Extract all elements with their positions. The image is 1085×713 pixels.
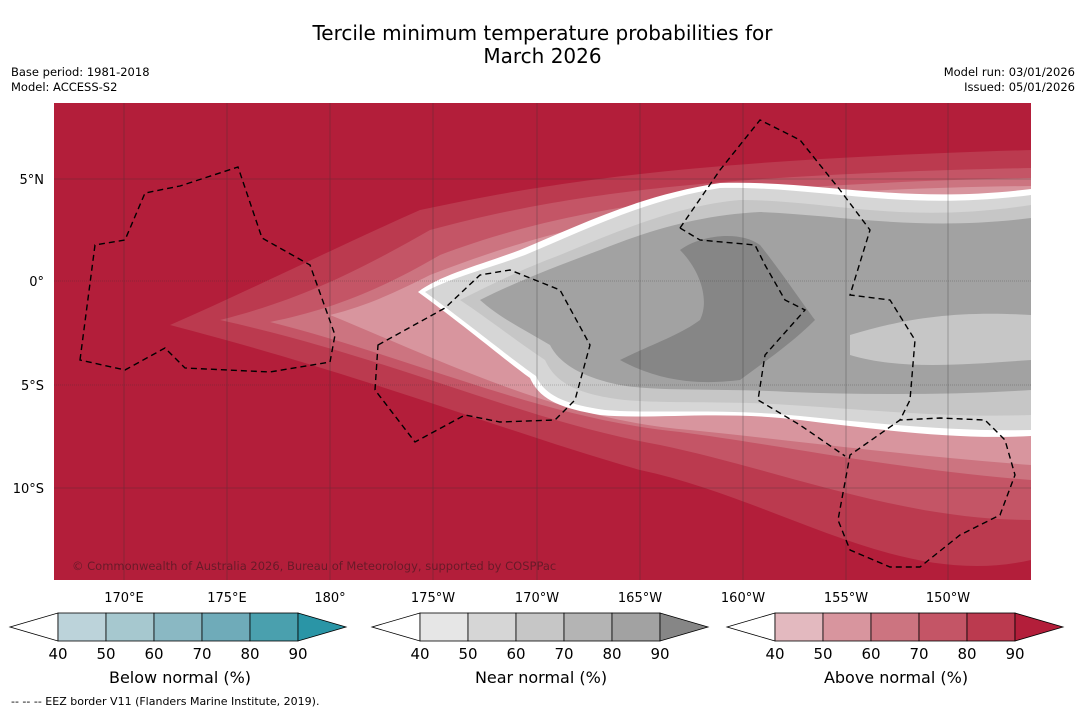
meta-left: Base period: 1981-2018 Model: ACCESS-S2 bbox=[11, 65, 150, 95]
colorbar-below-segment bbox=[249, 612, 299, 642]
title-line-2: March 2026 bbox=[483, 44, 602, 68]
colorbar-below-segment bbox=[153, 612, 203, 642]
eez-legend-note: -- -- -- EEZ border V11 (Flanders Marine… bbox=[11, 695, 320, 708]
colorbar-above-segment bbox=[966, 612, 1016, 642]
colorbar-below-segment bbox=[201, 612, 251, 642]
colorbar-near-tick: 40 bbox=[410, 645, 429, 663]
colorbar-above-tick: 70 bbox=[909, 645, 928, 663]
near-90-field bbox=[620, 235, 815, 383]
eez-borders bbox=[79, 119, 1016, 568]
colorbar-near-segment bbox=[515, 612, 565, 642]
colorbar-near-segment bbox=[467, 612, 517, 642]
lon-label: 170°E bbox=[104, 591, 144, 606]
colorbar-near-segment bbox=[563, 612, 613, 642]
lon-label: 155°W bbox=[824, 591, 868, 606]
lon-label: 165°W bbox=[618, 591, 662, 606]
colorbar-below-under-triangle bbox=[8, 612, 59, 642]
colorbar-above-segment bbox=[822, 612, 872, 642]
eez-border-west bbox=[79, 166, 336, 373]
colorbar-near-tick: 50 bbox=[458, 645, 477, 663]
colorbar-above-tick: 50 bbox=[813, 645, 832, 663]
colorbar-above-tick: 80 bbox=[957, 645, 976, 663]
map-area: © Commonwealth of Australia 2026, Bureau… bbox=[54, 103, 1031, 580]
colorbar-below-over-triangle bbox=[297, 612, 348, 642]
colorbar-near-over-triangle bbox=[659, 612, 710, 642]
colorbar-above-tick: 90 bbox=[1005, 645, 1024, 663]
colorbar-below-tick: 50 bbox=[96, 645, 115, 663]
colorbar-below-tick: 80 bbox=[240, 645, 259, 663]
lat-label: 5°N bbox=[20, 173, 45, 188]
colorbar-label-below: Below normal (%) bbox=[108, 668, 252, 687]
lon-label: 175°E bbox=[207, 591, 247, 606]
eez-border-inner bbox=[679, 227, 846, 457]
colorbar-above-tick: 40 bbox=[765, 645, 784, 663]
model-name: Model: ACCESS-S2 bbox=[11, 80, 118, 94]
base-period: Base period: 1981-2018 bbox=[11, 65, 150, 79]
lon-label: 175°W bbox=[411, 591, 455, 606]
colorbar-above-under-triangle bbox=[725, 612, 776, 642]
colorbars: 40 50 60 70 80 90 40 50 60 70 80 90 40 50 60 70 80 90 bbox=[8, 612, 1065, 663]
colorbar-below-tick: 90 bbox=[288, 645, 307, 663]
colorbar-near-tick: 60 bbox=[506, 645, 525, 663]
colorbar-above-segment bbox=[918, 612, 968, 642]
colorbar-near-segment bbox=[611, 612, 661, 642]
eez-border-central bbox=[374, 269, 591, 443]
colorbar-below-tick: 60 bbox=[144, 645, 163, 663]
colorbar-near-under-triangle bbox=[370, 612, 421, 642]
colorbar-below-tick: 40 bbox=[48, 645, 67, 663]
chart-title: Tercile minimum temperature probabilitie… bbox=[0, 22, 1085, 68]
graticule bbox=[54, 103, 1031, 580]
lat-label: 0° bbox=[29, 275, 44, 290]
eez-border-east bbox=[679, 119, 1016, 568]
colorbar-above-tick: 60 bbox=[861, 645, 880, 663]
lon-label: 180° bbox=[314, 591, 345, 606]
colorbar-above-over-triangle bbox=[1014, 612, 1065, 642]
lon-label: 160°W bbox=[721, 591, 765, 606]
lat-label: 10°S bbox=[13, 482, 44, 497]
axis-labels: 5°N 0° 5°S 10°S 170°E 175°E 180° 175°W 1… bbox=[13, 173, 971, 606]
lat-label: 5°S bbox=[21, 379, 44, 394]
colorbar-label-near: Near normal (%) bbox=[474, 668, 608, 687]
colorbar-near-tick: 70 bbox=[554, 645, 573, 663]
copyright-text: © Commonwealth of Australia 2026, Bureau… bbox=[72, 559, 556, 573]
lon-label: 150°W bbox=[926, 591, 970, 606]
meta-right: Model run: 03/01/2026 Issued: 05/01/2026 bbox=[944, 65, 1075, 95]
colorbar-near-tick: 90 bbox=[650, 645, 669, 663]
colorbar-below-segment bbox=[105, 612, 155, 642]
colorbar-below-tick: 70 bbox=[192, 645, 211, 663]
colorbar-below-segment bbox=[57, 612, 107, 642]
colorbar-above-segment bbox=[774, 612, 824, 642]
issued-date: Issued: 05/01/2026 bbox=[964, 80, 1075, 94]
title-line-1: Tercile minimum temperature probabilitie… bbox=[312, 21, 773, 45]
lon-label: 170°W bbox=[515, 591, 559, 606]
colorbar-near-segment bbox=[419, 612, 469, 642]
model-run: Model run: 03/01/2026 bbox=[943, 65, 1075, 79]
colorbar-near-tick: 80 bbox=[602, 645, 621, 663]
colorbar-above-segment bbox=[870, 612, 920, 642]
colorbar-label-above: Above normal (%) bbox=[823, 668, 969, 687]
near-60-patch bbox=[850, 313, 1031, 365]
